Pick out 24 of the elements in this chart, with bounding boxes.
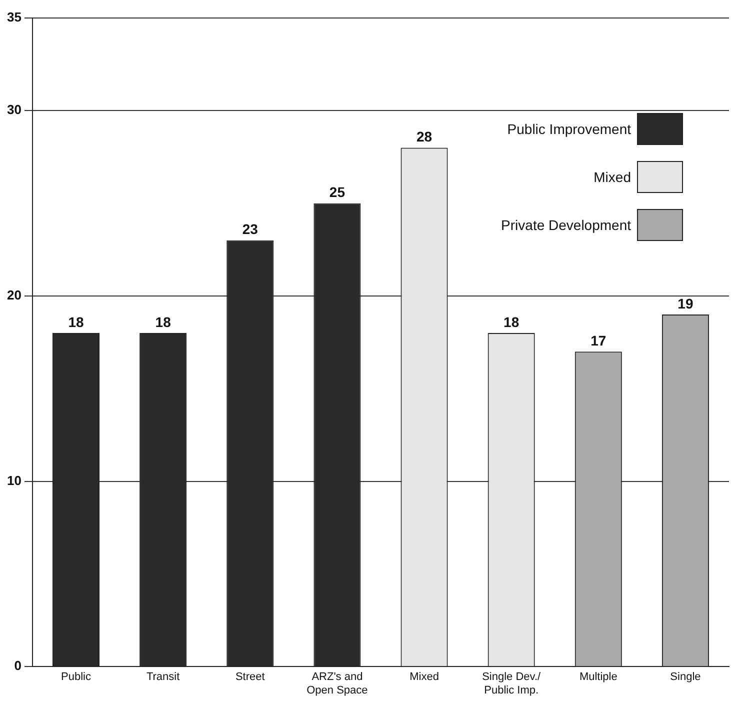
legend-label: Public Improvement [507,121,631,137]
y-tick-label: 10 [6,472,22,488]
x-tick-label: Mixed [410,671,439,684]
x-tick-label: Single [670,671,701,684]
x-tick-label: ARZ's and Open Space [306,671,368,696]
y-tick-label: 30 [6,102,22,118]
legend-label: Mixed [594,169,631,185]
data-label: 23 [242,221,258,238]
legend-label: Private Development [501,217,631,233]
data-label: 18 [68,314,84,330]
data-label: 28 [416,128,432,145]
data-label: 25 [329,184,346,200]
x-tick-label: Transit [146,671,180,684]
data-label: 17 [590,332,606,348]
data-label: 18 [504,314,520,330]
y-tick-label: 0 [14,658,22,674]
data-label: 19 [678,295,694,312]
data-label: 18 [155,314,172,330]
x-tick-label: Multiple [579,671,618,684]
x-tick-label: Single Dev./ Public Imp. [482,671,542,696]
x-tick-label: Public [61,671,92,684]
y-tick-label: 35 [6,10,22,25]
x-tick-label: Street [235,671,265,684]
y-tick-label: 20 [6,288,22,303]
